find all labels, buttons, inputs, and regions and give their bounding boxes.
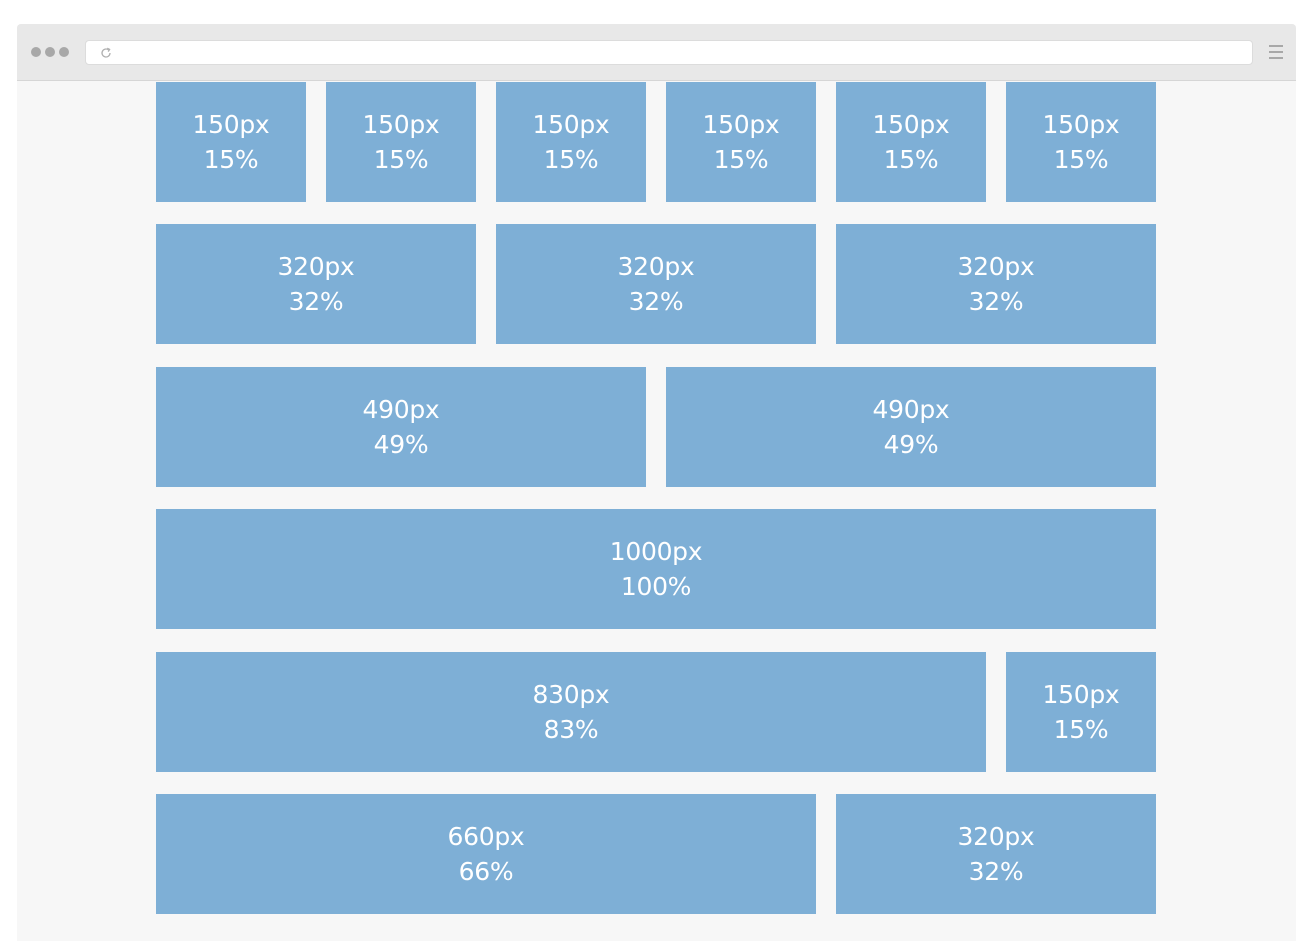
- grid-box: 320px 32%: [836, 224, 1156, 344]
- grid-box: 830px 83%: [156, 652, 986, 772]
- window-dot[interactable]: [31, 47, 41, 57]
- box-percent-label: 32%: [628, 287, 684, 316]
- box-percent-label: 66%: [458, 857, 514, 886]
- box-width-label: 320px: [277, 252, 355, 281]
- box-percent-label: 15%: [373, 145, 429, 174]
- box-percent-label: 32%: [968, 857, 1024, 886]
- grid-box: 150px 15%: [666, 82, 816, 202]
- box-width-label: 150px: [192, 110, 270, 139]
- menu-icon[interactable]: [1269, 45, 1283, 59]
- browser-toolbar: [17, 24, 1296, 81]
- grid-box: 490px 49%: [156, 367, 646, 487]
- grid-box: 320px 32%: [496, 224, 816, 344]
- box-width-label: 150px: [532, 110, 610, 139]
- box-width-label: 150px: [1042, 110, 1120, 139]
- grid-box: 320px 32%: [156, 224, 476, 344]
- box-width-label: 1000px: [609, 537, 703, 566]
- box-width-label: 150px: [872, 110, 950, 139]
- box-width-label: 320px: [957, 252, 1035, 281]
- grid-box: 150px 15%: [1006, 82, 1156, 202]
- box-percent-label: 83%: [543, 715, 599, 744]
- box-percent-label: 15%: [1053, 145, 1109, 174]
- grid-box: 660px 66%: [156, 794, 816, 914]
- box-width-label: 490px: [872, 395, 950, 424]
- box-percent-label: 15%: [203, 145, 259, 174]
- grid-box: 490px 49%: [666, 367, 1156, 487]
- grid-box: 320px 32%: [836, 794, 1156, 914]
- box-width-label: 320px: [957, 822, 1035, 851]
- box-width-label: 150px: [1042, 680, 1120, 709]
- box-percent-label: 15%: [1053, 715, 1109, 744]
- window-dots-icon[interactable]: [31, 47, 69, 57]
- box-percent-label: 15%: [543, 145, 599, 174]
- box-percent-label: 100%: [620, 572, 692, 601]
- grid-box: 150px 15%: [326, 82, 476, 202]
- box-percent-label: 32%: [288, 287, 344, 316]
- box-percent-label: 32%: [968, 287, 1024, 316]
- box-percent-label: 15%: [883, 145, 939, 174]
- box-width-label: 150px: [702, 110, 780, 139]
- box-width-label: 150px: [362, 110, 440, 139]
- box-percent-label: 15%: [713, 145, 769, 174]
- grid-box: 1000px 100%: [156, 509, 1156, 629]
- address-bar[interactable]: [85, 40, 1253, 65]
- grid-box: 150px 15%: [836, 82, 986, 202]
- grid-box: 150px 15%: [1006, 652, 1156, 772]
- grid-box: 150px 15%: [156, 82, 306, 202]
- window-dot[interactable]: [45, 47, 55, 57]
- box-percent-label: 49%: [883, 430, 939, 459]
- box-percent-label: 49%: [373, 430, 429, 459]
- grid-box: 150px 15%: [496, 82, 646, 202]
- box-width-label: 830px: [532, 680, 610, 709]
- box-width-label: 320px: [617, 252, 695, 281]
- box-width-label: 490px: [362, 395, 440, 424]
- reload-icon[interactable]: [99, 46, 113, 60]
- box-width-label: 660px: [447, 822, 525, 851]
- window-dot[interactable]: [59, 47, 69, 57]
